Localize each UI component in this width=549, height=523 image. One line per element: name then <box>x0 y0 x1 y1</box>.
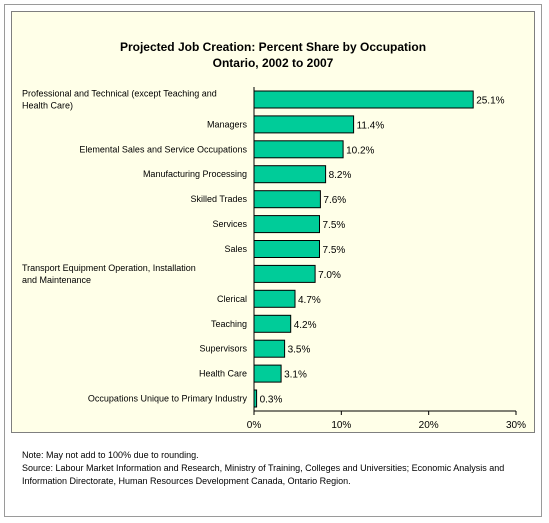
category-label: and Maintenance <box>22 275 91 285</box>
category-label: Health Care) <box>22 101 73 111</box>
bar <box>253 215 320 234</box>
data-label: 0.3% <box>260 395 283 406</box>
bar <box>253 190 321 209</box>
data-label: 7.5% <box>323 220 346 231</box>
category-label: Manufacturing Processing <box>143 169 247 179</box>
bar <box>253 339 286 358</box>
source-note: Source: Labour Market Information and Re… <box>22 463 505 486</box>
data-label: 3.5% <box>288 345 311 356</box>
category-label: Teaching <box>211 319 247 329</box>
chart-subtitle: Ontario, 2002 to 2007 <box>212 56 334 70</box>
x-tick-label: 10% <box>331 420 351 431</box>
bar <box>253 240 320 258</box>
chart-notes: Note: May not add to 100% due to roundin… <box>22 449 532 488</box>
data-label: 4.2% <box>294 320 317 331</box>
x-tick-label: 0% <box>247 420 262 431</box>
data-label: 7.5% <box>323 245 346 256</box>
category-label: Skilled Trades <box>190 194 247 204</box>
data-label: 4.7% <box>298 295 321 306</box>
x-tick-label: 30% <box>506 420 526 431</box>
bar <box>253 314 292 333</box>
rounding-note: Note: May not add to 100% due to roundin… <box>22 450 199 460</box>
category-label: Professional and Technical (except Teach… <box>22 89 217 99</box>
chart-title: Projected Job Creation: Percent Share by… <box>119 40 427 54</box>
data-label: 25.1% <box>476 96 504 107</box>
data-label: 3.1% <box>284 370 307 381</box>
bar <box>253 140 344 159</box>
data-label: 11.4% <box>357 120 385 131</box>
data-label: 7.0% <box>318 270 341 281</box>
x-tick-label: 20% <box>419 420 439 431</box>
bar <box>253 264 316 283</box>
bar <box>253 115 355 134</box>
category-label: Clerical <box>217 294 247 304</box>
bar <box>253 364 282 383</box>
bar <box>253 90 474 109</box>
category-label: Supervisors <box>199 344 247 354</box>
category-label: Occupations Unique to Primary Industry <box>88 394 248 404</box>
data-label: 7.6% <box>323 195 346 206</box>
category-label: Managers <box>207 119 248 129</box>
bar <box>253 165 327 184</box>
bar <box>253 289 296 308</box>
category-label: Services <box>212 219 247 229</box>
category-label: Elemental Sales and Service Occupations <box>79 144 247 154</box>
category-label: Sales <box>224 244 247 254</box>
data-label: 8.2% <box>329 170 352 181</box>
data-label: 10.2% <box>346 145 374 156</box>
category-label: Transport Equipment Operation, Installat… <box>22 263 196 273</box>
category-label: Health Care <box>199 369 247 379</box>
